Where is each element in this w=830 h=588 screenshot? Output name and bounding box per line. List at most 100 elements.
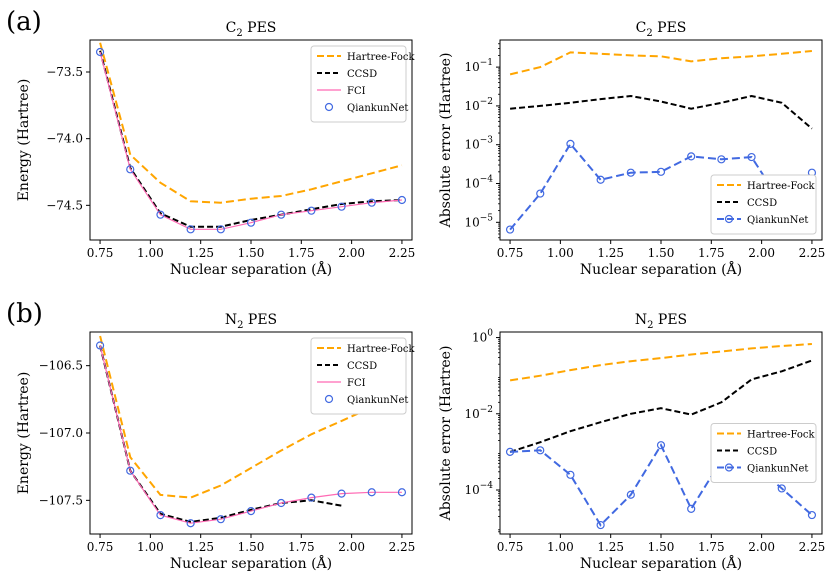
data-point: [687, 504, 696, 513]
y-tick-base: 10: [464, 483, 479, 497]
y-tick-exponent: 0: [487, 329, 493, 339]
panel-label-b: (b): [6, 299, 43, 329]
y-tick-label: 10−3: [464, 136, 493, 152]
legend-label: FCI: [347, 378, 366, 389]
y-tick-label: 10−2: [464, 97, 493, 113]
x-tick-label: 1.75: [288, 246, 315, 260]
chart-n2-energy: N2 PES 0.75 1.00 1.25 1.50 1.75 2.00 2.25 Nuclea…: [16, 312, 415, 572]
y-tick-label: 10−5: [464, 213, 493, 229]
series-fci-line: [99, 345, 402, 524]
x-tick-label: 0.75: [497, 540, 524, 554]
title-rest: PES: [653, 312, 687, 328]
x-tick-label: 2.00: [748, 246, 775, 260]
x-tick-label: 1.25: [187, 246, 214, 260]
x-tick-label: 1.50: [238, 246, 265, 260]
y-tick-base: 10: [464, 407, 479, 421]
data-point: [337, 202, 346, 211]
x-tick-label: 1.00: [137, 246, 164, 260]
data-point: [505, 447, 515, 456]
data-point: [747, 152, 756, 162]
data-point: [656, 441, 666, 450]
series-ccsd-line: [510, 94, 813, 130]
chart-c2-error: C2 PES 0.75 1.00 1.25 1.50 1.75 2.00 2.25 Nuclea…: [438, 20, 825, 278]
data-point: [367, 488, 376, 497]
series-hartree-fock-line: [509, 343, 812, 382]
y-tick-label: 100: [472, 329, 493, 345]
x-axis-label: Nuclear separation (Å): [170, 260, 332, 278]
data-point: [307, 493, 316, 502]
data-point: [337, 489, 346, 498]
data-point: [246, 218, 256, 227]
y-tick-base: 10: [464, 138, 479, 152]
x-tick-label: 1.75: [288, 540, 315, 554]
data-point: [717, 155, 726, 164]
legend-label: CCSD: [747, 198, 777, 209]
y-tick-label: −107.5: [39, 493, 83, 507]
x-tick-label: 2.25: [389, 246, 416, 260]
legend-swatch-marker: [324, 102, 334, 112]
series-qiankunnet-line: [509, 142, 813, 231]
x-tick-label: 2.00: [338, 540, 365, 554]
y-axis-label: Energy (Hartree): [16, 372, 32, 495]
y-tick-label: −107.0: [39, 426, 83, 440]
panel-label-a: (a): [6, 7, 42, 37]
y-axis-label: Energy (Hartree): [16, 79, 32, 202]
y-tick-base: 10: [464, 215, 479, 229]
series-hartree-fock-line: [509, 50, 812, 76]
series-ccsd-line: [99, 345, 342, 523]
x-tick-label: 2.00: [748, 540, 775, 554]
data-point: [596, 175, 605, 184]
x-tick-label: 0.75: [87, 246, 114, 260]
data-point: [216, 515, 225, 524]
y-tick-exponent: −1: [480, 58, 493, 68]
title-subscript: 2: [646, 28, 652, 39]
series-ccsd-line: [509, 359, 813, 453]
title-rest: PES: [653, 20, 687, 36]
x-axis-label: Nuclear separation (Å): [170, 554, 332, 572]
data-point: [397, 488, 407, 497]
y-tick-label: 10−4: [464, 175, 493, 191]
data-point: [626, 168, 635, 177]
chart-title: C2 PES: [226, 20, 277, 39]
chart-c2-energy: C2 PES 0.75 1.00 1.25 1.50 1.75 2.00 2.25 Nuclea…: [16, 20, 415, 278]
data-point: [216, 225, 225, 234]
chart-title: N2 PES: [635, 312, 687, 331]
x-axis-label: Nuclear separation (Å): [580, 260, 742, 278]
data-point: [397, 195, 407, 205]
x-tick-label: 1.25: [597, 246, 624, 260]
legend-label: Hartree-Fock: [747, 181, 815, 192]
y-tick-label: 10−2: [464, 405, 493, 421]
title-main: C: [636, 20, 647, 36]
legend-box: [310, 45, 407, 123]
data-point: [536, 446, 545, 455]
x-axis-label: Nuclear separation (Å): [580, 554, 742, 572]
x-tick-label: 1.25: [597, 540, 624, 554]
legend-label: Hartree-Fock: [347, 344, 415, 355]
data-point: [505, 225, 515, 234]
x-tick-label: 2.25: [799, 246, 826, 260]
title-main: N: [225, 312, 237, 328]
data-point: [687, 152, 696, 161]
y-tick-base: 10: [472, 331, 487, 345]
data-point: [156, 210, 165, 219]
title-main: N: [635, 312, 647, 328]
x-tick-label: 1.25: [187, 540, 214, 554]
y-tick-exponent: −2: [480, 97, 493, 107]
series-hartree-fock-line: [99, 335, 403, 499]
data-point: [126, 165, 135, 174]
x-tick-label: 2.25: [799, 540, 826, 554]
series-ccsd-line: [99, 50, 402, 228]
data-point: [656, 167, 666, 176]
title-subscript: 2: [236, 28, 242, 39]
chart-title: N2 PES: [225, 312, 277, 331]
y-axis-label: Absolute error (Hartree): [438, 53, 454, 229]
y-tick-label: −74.5: [46, 198, 83, 212]
x-tick-label: 0.75: [497, 246, 524, 260]
legend-label: QiankunNet: [347, 103, 408, 114]
y-tick-exponent: −2: [480, 405, 493, 415]
legend-label: FCI: [347, 86, 366, 97]
y-tick-exponent: −4: [480, 175, 494, 185]
x-tick-label: 1.00: [547, 540, 574, 554]
title-main: C: [226, 20, 237, 36]
